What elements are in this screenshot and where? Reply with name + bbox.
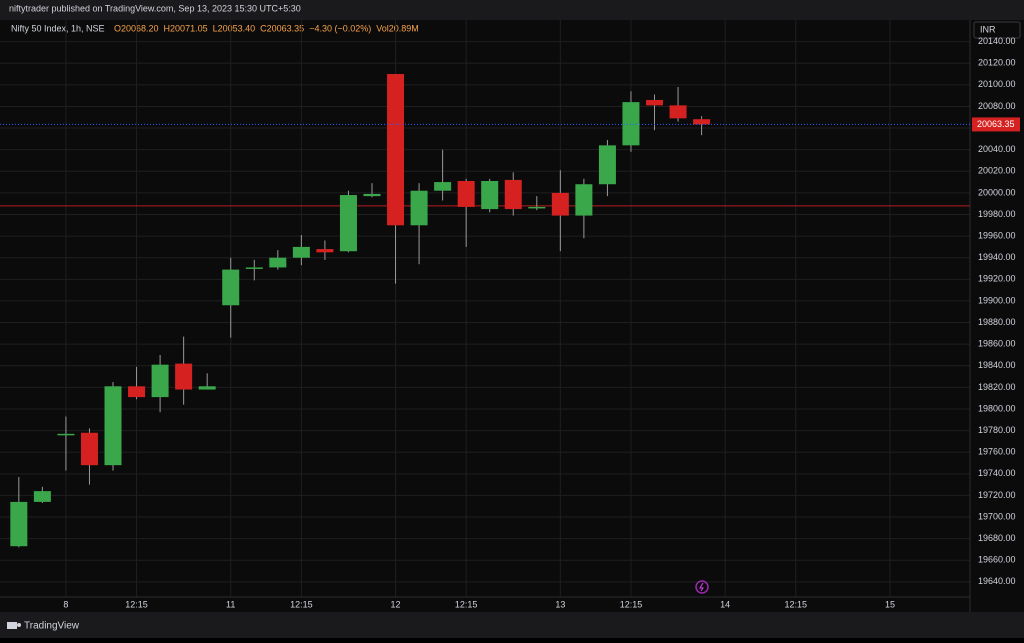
y-tick-label: 19660.00: [978, 555, 1016, 565]
y-tick-label: 20080.00: [978, 101, 1016, 111]
y-tick-label: 19760.00: [978, 447, 1016, 457]
y-tick-label: 19780.00: [978, 425, 1016, 435]
candle-body: [598, 145, 616, 185]
candle-body: [33, 491, 51, 502]
candle-body: [410, 190, 428, 226]
last-price-label: 20063.35: [977, 119, 1015, 129]
y-tick-label: 19800.00: [978, 403, 1016, 413]
y-tick-label: 20120.00: [978, 58, 1016, 68]
y-tick-label: 19740.00: [978, 468, 1016, 478]
candle-body: [80, 432, 98, 466]
candle-body: [693, 119, 711, 125]
x-tick-label: 12:15: [290, 599, 313, 609]
candle-body: [245, 267, 263, 269]
candle-body: [387, 74, 405, 226]
candle-body: [457, 180, 475, 207]
y-tick-label: 19900.00: [978, 295, 1016, 305]
x-tick-label: 15: [885, 599, 895, 609]
x-tick-label: 12:15: [785, 599, 808, 609]
candle-body: [175, 363, 193, 390]
y-tick-label: 19980.00: [978, 209, 1016, 219]
currency-button[interactable]: [973, 21, 1021, 39]
y-tick-label: 20100.00: [978, 79, 1016, 89]
y-tick-label: 19840.00: [978, 360, 1016, 370]
candle-body: [222, 269, 240, 306]
x-tick-label: 14: [720, 599, 730, 609]
candle-body: [316, 249, 334, 253]
y-tick-label: 20140.00: [978, 36, 1016, 46]
brand: TradingView: [24, 621, 80, 632]
header-bar: [0, 0, 1024, 20]
candle-body: [57, 433, 75, 436]
candle-body: [269, 257, 287, 268]
candle-body: [528, 206, 546, 209]
candle-body: [151, 364, 169, 398]
candle-body: [339, 195, 357, 252]
x-tick-label: 11: [226, 599, 235, 609]
y-tick-label: 19640.00: [978, 576, 1016, 586]
legend-value: −4.30 (−0.02%): [309, 23, 371, 33]
legend-value: Vol20.89M: [376, 23, 419, 33]
y-tick-label: 19960.00: [978, 230, 1016, 240]
y-tick-label: 19820.00: [978, 382, 1016, 392]
candle-body: [434, 182, 452, 191]
y-tick-label: 20040.00: [978, 144, 1016, 154]
x-tick-label: 12: [391, 599, 401, 609]
x-tick-label: 8: [63, 599, 68, 609]
candle-body: [104, 386, 122, 466]
candle-body: [10, 501, 28, 547]
candle-body: [575, 184, 593, 216]
candle-body: [504, 179, 522, 210]
candle-body: [292, 246, 310, 258]
event-icon[interactable]: [695, 580, 709, 594]
last-price-box: [972, 117, 1020, 132]
y-tick-label: 20000.00: [978, 187, 1016, 197]
y-tick-label: 19940.00: [978, 252, 1016, 262]
y-tick-label: 19920.00: [978, 274, 1016, 284]
candle-body: [646, 99, 664, 106]
footer: [0, 612, 1024, 638]
y-tick-label: 19720.00: [978, 490, 1016, 500]
y-tick-label: 19700.00: [978, 511, 1016, 521]
candle-body: [669, 105, 687, 119]
candle-body: [363, 193, 381, 197]
y-tick-label: 19880.00: [978, 317, 1016, 327]
x-tick-label: 12:15: [125, 599, 148, 609]
y-tick-label: 20020.00: [978, 166, 1016, 176]
logo: [7, 622, 21, 629]
candle-body: [128, 386, 146, 398]
x-tick-label: 13: [555, 599, 565, 609]
legend-value: H20071.05: [164, 23, 208, 33]
header-title: niftytrader published on TradingView.com…: [9, 3, 301, 13]
y-tick-label: 19860.00: [978, 339, 1016, 349]
candle-body: [551, 192, 569, 216]
candle-body: [622, 102, 640, 146]
candle-body: [481, 180, 499, 210]
y-tick-label: 19680.00: [978, 533, 1016, 543]
currency: INR: [980, 24, 996, 34]
symbol: Nifty 50 Index, 1h, NSE: [11, 23, 105, 33]
x-tick-label: 12:15: [620, 599, 643, 609]
candle-body: [198, 386, 216, 390]
legend-value: C20063.35: [260, 23, 304, 33]
legend-value: L20053.40: [213, 23, 256, 33]
x-tick-label: 12:15: [455, 599, 478, 609]
